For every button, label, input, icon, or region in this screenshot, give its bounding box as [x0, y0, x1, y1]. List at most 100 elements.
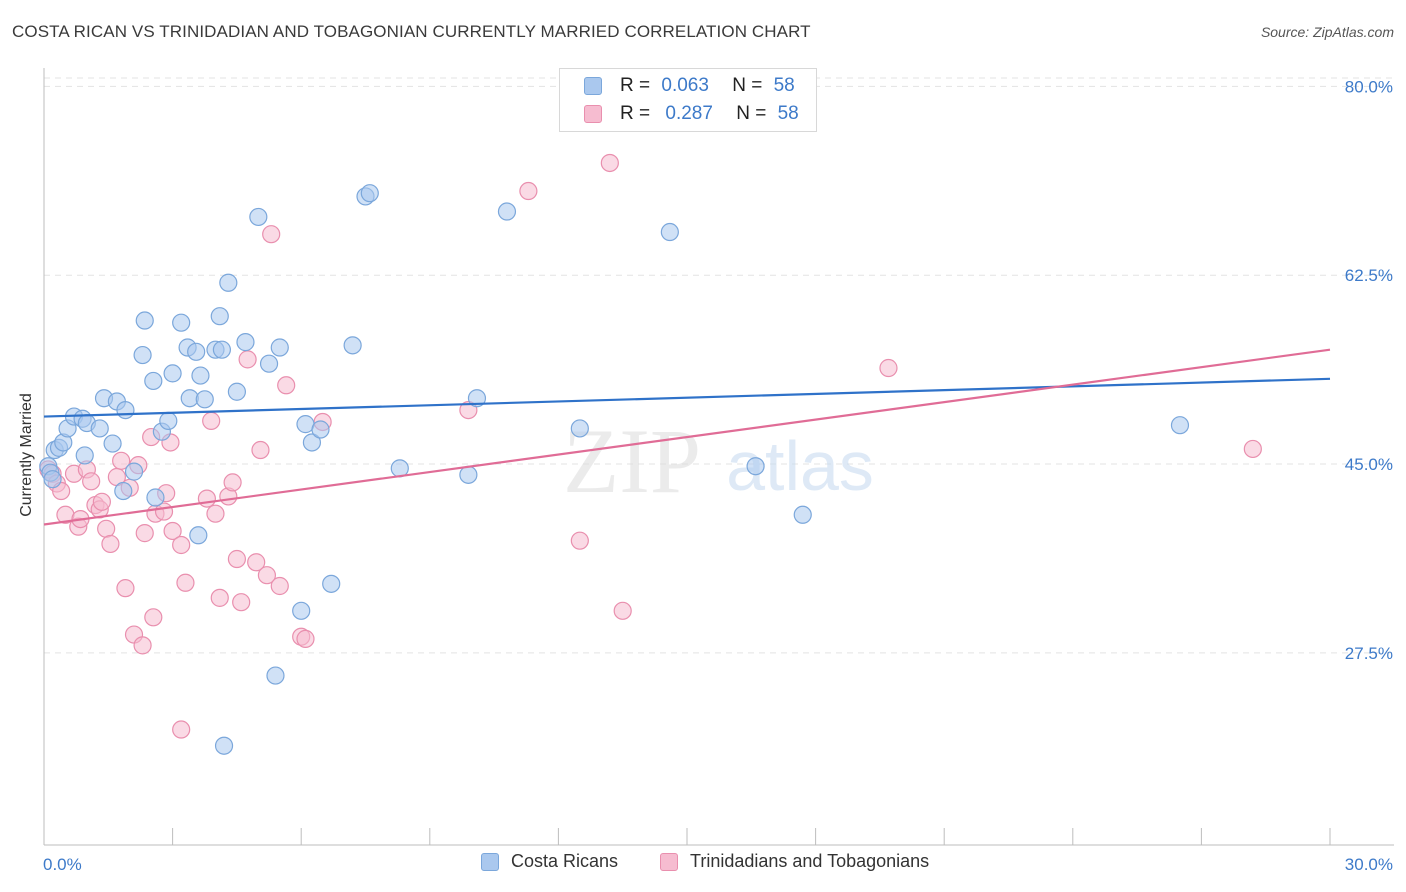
r-label: R = [620, 75, 651, 96]
point-costa-ricans [116, 400, 135, 420]
axes [43, 68, 1394, 846]
point-trinidadians [270, 576, 289, 596]
n-value: 58 [777, 103, 799, 124]
point-costa-ricans [214, 736, 234, 755]
point-costa-ricans [270, 338, 289, 357]
trend-lines [43, 348, 1331, 526]
point-trinidadians [247, 553, 266, 572]
point-costa-ricans [144, 371, 163, 391]
point-trinidadians [277, 376, 296, 395]
point-costa-ricans [467, 389, 487, 408]
r-label: R = [620, 103, 651, 124]
point-trinidadians [1243, 439, 1262, 459]
point-costa-ricans [1170, 416, 1190, 435]
point-costa-ricans [311, 420, 330, 439]
point-trinidadians [600, 153, 619, 173]
point-trinidadians [232, 593, 251, 612]
point-costa-ricans [236, 333, 255, 352]
point-costa-ricans [249, 207, 268, 227]
point-costa-ricans [746, 457, 765, 476]
point-costa-ricans [292, 601, 311, 620]
point-trinidadians [116, 579, 135, 598]
point-costa-ricans [219, 273, 238, 292]
x-tick-label: 30.0% [1345, 855, 1393, 874]
point-costa-ricans [793, 505, 812, 524]
x-tick-labels: 0.0% 30.0% [43, 855, 1393, 874]
legend-label: Costa Ricans [511, 851, 619, 871]
trend-line-costa-ricans [43, 377, 1331, 418]
legend-swatch-blue [584, 77, 602, 95]
point-costa-ricans [195, 390, 214, 409]
point-costa-ricans [135, 311, 154, 330]
point-costa-ricans [133, 345, 152, 365]
point-trinidadians [172, 535, 191, 555]
series-legend: Costa Ricans Trinidadians and Tobagonian… [0, 851, 1406, 877]
y-tick-label: 62.5% [1345, 266, 1393, 285]
point-trinidadians [197, 489, 216, 508]
stats-legend: R = 0.063 N = 58 R = 0.287 N = 58 [559, 68, 817, 132]
point-costa-ricans [90, 419, 109, 438]
point-trinidadians [879, 358, 898, 378]
n-label: N = [732, 75, 763, 96]
point-trinidadians [97, 519, 116, 538]
point-trinidadians [176, 573, 195, 592]
chart-title: COSTA RICAN VS TRINIDADIAN AND TOBAGONIA… [12, 22, 811, 41]
point-trinidadians [82, 472, 101, 491]
point-trinidadians [519, 181, 538, 201]
point-trinidadians [112, 451, 131, 470]
point-trinidadians [210, 588, 229, 607]
trend-line-trinidadians [43, 348, 1331, 526]
point-trinidadians [144, 608, 163, 627]
point-trinidadians [570, 531, 589, 550]
point-costa-ricans [227, 382, 246, 401]
y-tick-labels: 27.5% 45.0% 62.5% 80.0% [1345, 77, 1393, 663]
point-trinidadians [172, 720, 191, 739]
point-trinidadians [101, 534, 120, 554]
source-credit: Source: ZipAtlas.com [1260, 24, 1394, 40]
r-value: 0.063 [661, 75, 709, 96]
point-costa-ricans [322, 574, 341, 593]
point-trinidadians [257, 566, 277, 585]
point-costa-ricans [497, 202, 517, 221]
point-costa-ricans [189, 526, 208, 545]
point-costa-ricans [146, 488, 165, 507]
legend-swatch-pink [584, 105, 602, 123]
point-costa-ricans [172, 313, 191, 332]
point-trinidadians [133, 636, 152, 655]
point-costa-ricans [302, 433, 322, 452]
point-costa-ricans [343, 336, 362, 355]
point-costa-ricans [103, 434, 122, 453]
point-trinidadians [92, 492, 111, 511]
point-trinidadians [613, 601, 632, 620]
point-costa-ricans [75, 446, 94, 465]
y-tick-label: 45.0% [1345, 455, 1393, 474]
point-costa-ricans [210, 307, 229, 326]
point-trinidadians [206, 504, 225, 523]
point-costa-ricans [570, 419, 589, 438]
point-costa-ricans [266, 666, 285, 685]
point-costa-ricans [360, 184, 379, 203]
n-value: 58 [773, 75, 795, 96]
point-trinidadians [251, 440, 270, 460]
legend-label: Trinidadians and Tobagonians [690, 851, 930, 871]
y-tick-label: 27.5% [1345, 644, 1393, 663]
point-costa-ricans [212, 340, 231, 359]
point-costa-ricans [187, 342, 206, 361]
point-trinidadians [135, 524, 154, 543]
point-costa-ricans [180, 389, 199, 408]
point-costa-ricans [660, 222, 679, 242]
point-costa-ricans [43, 470, 62, 489]
legend-item-trinidadians: Trinidadians and Tobagonians [660, 851, 929, 872]
point-trinidadians [262, 225, 281, 244]
legend-row-text: R = 0.063 N = 58 [620, 75, 795, 97]
point-costa-ricans [191, 366, 210, 385]
point-trinidadians [202, 411, 221, 430]
legend-swatch-pink [660, 852, 678, 871]
point-costa-ricans [163, 364, 182, 383]
point-trinidadians [296, 629, 315, 648]
point-trinidadians [223, 473, 242, 492]
legend-item-costa-ricans: Costa Ricans [481, 851, 618, 872]
y-tick-label: 80.0% [1345, 77, 1393, 96]
x-tick-label: 0.0% [43, 855, 82, 874]
